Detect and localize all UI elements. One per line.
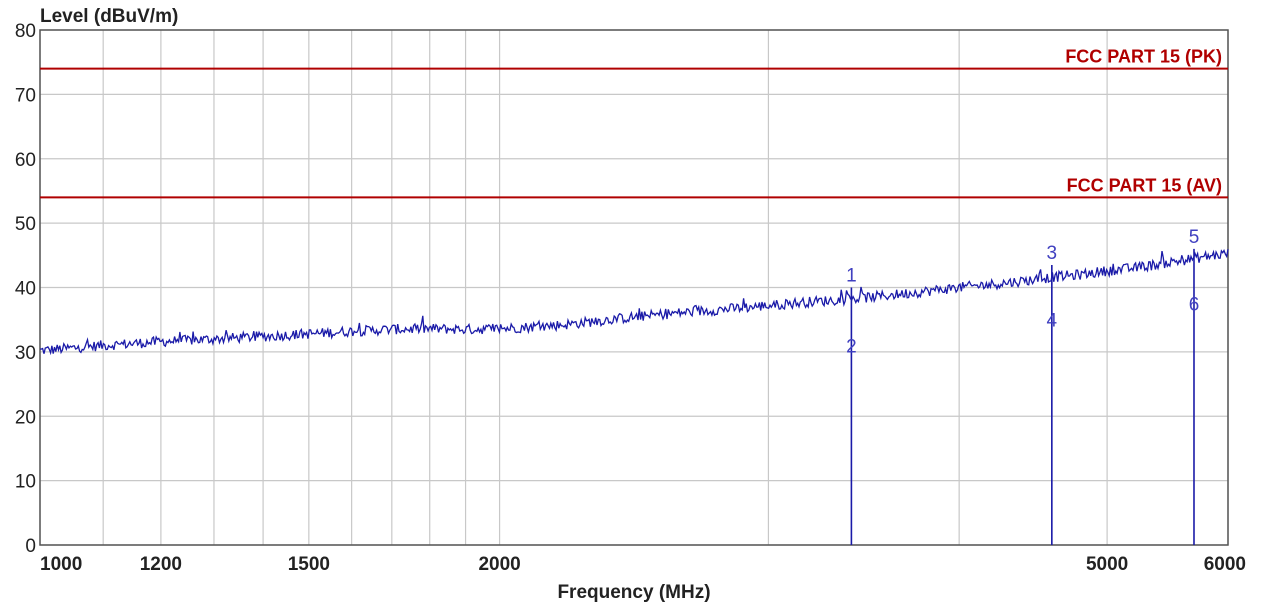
y-tick-label: 60	[15, 150, 36, 171]
limit-label: FCC PART 15 (AV)	[1067, 175, 1222, 195]
y-tick-label: 30	[15, 343, 36, 364]
y-tick-label: 40	[15, 279, 36, 300]
marker-label-bottom: 4	[1047, 311, 1058, 332]
marker-label-bottom: 2	[846, 336, 857, 357]
y-tick-label: 0	[25, 536, 36, 557]
x-tick-labels: 1000 1200 1500 2000 5000 6000	[40, 554, 1246, 575]
y-tick-labels: 0 10 20 30 40 50 60 70 80	[15, 21, 36, 557]
limit-label: FCC PART 15 (PK)	[1065, 47, 1222, 67]
series-layer	[39, 249, 1229, 356]
markers: 1 2 3 4 5 6	[846, 227, 1199, 545]
plot-area-border	[39, 29, 1229, 546]
y-gridlines	[40, 29, 1228, 546]
x-tick-label: 5000	[1086, 554, 1128, 575]
limit-lines: FCC PART 15 (PK) FCC PART 15 (AV)	[40, 47, 1228, 199]
marker-label-bottom: 6	[1189, 295, 1200, 316]
marker-label-top: 1	[846, 266, 857, 287]
x-tick-label: 2000	[478, 554, 520, 575]
marker-label-top: 3	[1047, 243, 1058, 264]
x-tick-label: 1000	[40, 554, 82, 575]
y-axis-title: Level (dBuV/m)	[40, 6, 178, 27]
y-tick-label: 80	[15, 21, 36, 42]
x-axis-title: Frequency (MHz)	[557, 582, 710, 603]
x-tick-label: 1200	[140, 554, 182, 575]
marker-label-top: 5	[1189, 227, 1200, 248]
y-tick-label: 70	[15, 85, 36, 106]
y-tick-label: 50	[15, 214, 36, 235]
x-tick-label: 6000	[1204, 554, 1246, 575]
y-tick-label: 20	[15, 407, 36, 428]
x-tick-label: 1500	[288, 554, 330, 575]
series-line	[39, 249, 1229, 356]
y-tick-label: 10	[15, 472, 36, 493]
